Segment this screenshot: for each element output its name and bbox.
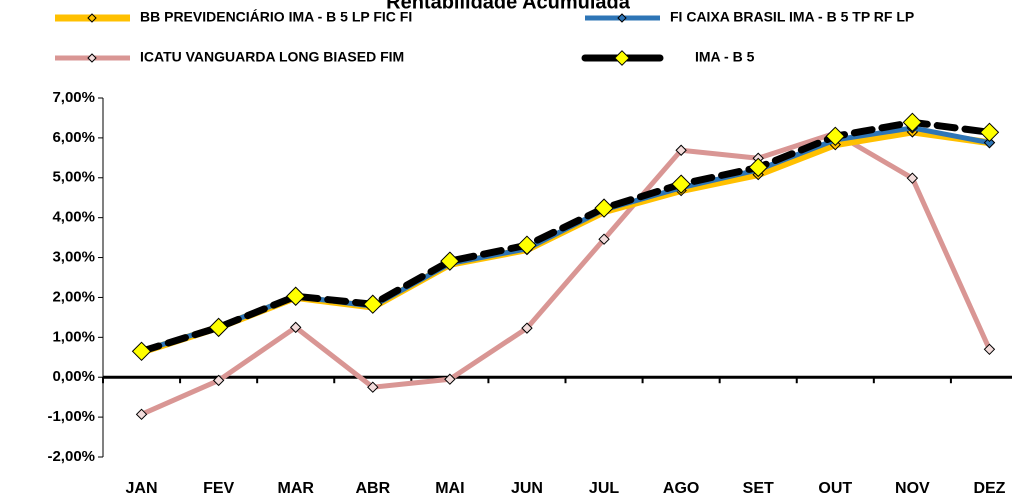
marker: [983, 136, 996, 149]
legend-label: BB PREVIDENCIÁRIO IMA - B 5 LP FIC FI: [140, 9, 412, 25]
y-tick-label: 3,00%: [52, 249, 95, 266]
x-tick-label: SET: [743, 480, 774, 497]
y-tick-label: 4,00%: [52, 209, 95, 226]
legend-marker: [87, 13, 97, 23]
marker: [675, 144, 687, 156]
marker: [671, 174, 691, 194]
x-tick-label: AGO: [663, 480, 699, 497]
marker: [748, 157, 768, 178]
legend-label: ICATU VANGUARDA LONG BIASED FIM: [140, 49, 404, 65]
marker: [902, 112, 923, 133]
marker: [598, 233, 610, 245]
x-tick-label: JUN: [511, 480, 543, 497]
x-tick-label: FEV: [203, 480, 234, 497]
legend-label: IMA - B 5: [695, 49, 755, 65]
marker: [594, 198, 614, 218]
marker: [363, 294, 383, 314]
x-tick-label: DEZ: [973, 480, 1005, 497]
marker: [983, 343, 996, 356]
y-tick-label: 5,00%: [52, 169, 95, 186]
y-tick-label: 6,00%: [52, 129, 95, 146]
x-tick-label: NOV: [895, 480, 930, 497]
marker: [521, 322, 533, 334]
series-line: [138, 118, 993, 355]
marker: [825, 126, 845, 147]
x-tick-label: OUT: [818, 480, 852, 497]
series-line: [140, 130, 992, 417]
y-tick-label: 1,00%: [52, 328, 95, 345]
y-tick-label: -1,00%: [47, 408, 95, 425]
marker: [367, 381, 379, 393]
y-tick-label: 0,00%: [52, 368, 95, 385]
legend-marker: [617, 13, 627, 23]
marker: [979, 122, 1000, 143]
marker: [286, 286, 306, 306]
chart-title: Rentabilidade Acumulada: [386, 0, 631, 13]
x-tick-label: ABR: [355, 480, 390, 497]
marker: [208, 317, 229, 338]
marker: [135, 408, 148, 421]
y-tick-label: -2,00%: [47, 448, 95, 465]
marker: [290, 321, 302, 334]
x-tick-label: JUL: [589, 480, 619, 497]
series-line: [140, 128, 990, 356]
series-line: [140, 125, 990, 354]
marker: [906, 172, 919, 184]
marker: [517, 235, 537, 255]
x-tick-label: MAR: [277, 480, 314, 497]
marker: [212, 374, 225, 387]
legend-label: FI CAIXA BRASIL IMA - B 5 TP RF LP: [670, 9, 914, 25]
marker: [444, 373, 456, 385]
marker: [440, 251, 460, 271]
marker: [131, 341, 152, 362]
y-tick-label: 7,00%: [52, 89, 95, 106]
y-tick-label: 2,00%: [52, 288, 95, 305]
legend-marker: [614, 50, 630, 66]
x-tick-label: JAN: [126, 480, 158, 497]
legend-marker: [87, 53, 97, 63]
x-tick-label: MAI: [435, 480, 464, 497]
